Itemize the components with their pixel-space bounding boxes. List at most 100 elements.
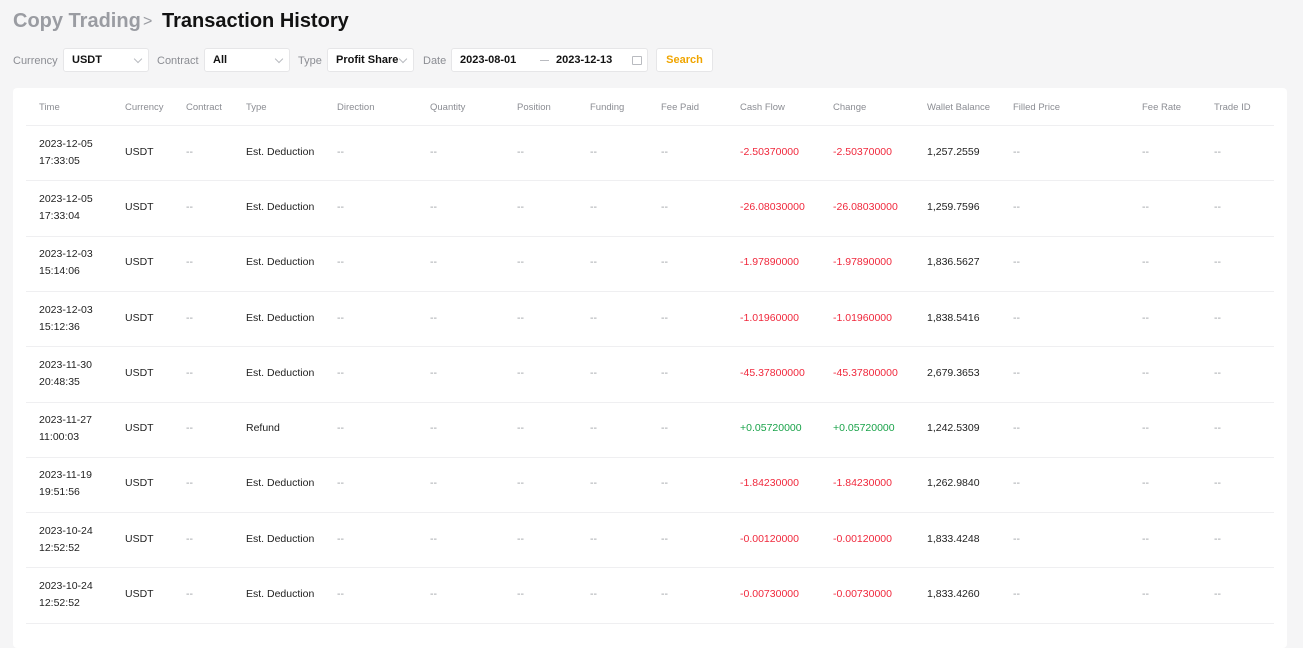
column-header: Contract: [186, 102, 222, 113]
row-divider: [26, 180, 1274, 182]
table-cell: -1.01960000: [833, 311, 892, 324]
table-cell: --: [430, 422, 437, 435]
table-cell: --: [430, 477, 437, 490]
filter-label: Currency: [13, 55, 58, 67]
table-cell: --: [337, 477, 344, 490]
table-cell: +0.05720000: [740, 422, 802, 435]
table-cell: -1.01960000: [740, 311, 799, 324]
table-cell: --: [1214, 477, 1221, 490]
table-cell: USDT: [125, 532, 154, 545]
table-cell: -2.50370000: [833, 145, 892, 158]
time-date: 2023-12-05: [39, 192, 93, 205]
table-cell: --: [186, 477, 193, 490]
filter-select[interactable]: Profit Share: [327, 48, 414, 72]
column-header: Type: [246, 102, 267, 113]
table-cell: 1,833.4260: [927, 588, 980, 601]
table-cell: 1,259.7596: [927, 200, 980, 213]
table-cell: --: [517, 422, 524, 435]
column-header: Currency: [125, 102, 164, 113]
table-cell: 1,257.2559: [927, 145, 980, 158]
table-cell: --: [186, 588, 193, 601]
table-cell: --: [661, 477, 668, 490]
table-cell: -1.84230000: [833, 477, 892, 490]
table-cell: USDT: [125, 256, 154, 269]
table-cell: USDT: [125, 311, 154, 324]
table-cell: --: [430, 588, 437, 601]
table-cell: Est. Deduction: [246, 145, 315, 158]
table-cell: --: [1142, 145, 1149, 158]
table-cell: Est. Deduction: [246, 532, 315, 545]
table-cell: --: [1214, 311, 1221, 324]
table-cell: --: [430, 532, 437, 545]
table-cell: Est. Deduction: [246, 200, 315, 213]
table-cell: 1,242.5309: [927, 422, 980, 435]
table-cell: Refund: [246, 422, 280, 435]
table-cell: Est. Deduction: [246, 256, 315, 269]
table-cell: --: [337, 311, 344, 324]
column-header: Wallet Balance: [927, 102, 991, 113]
table-cell: --: [186, 145, 193, 158]
time-clock: 17:33:05: [39, 154, 80, 167]
table-cell: -0.00120000: [740, 532, 799, 545]
time-clock: 11:00:03: [39, 431, 80, 444]
filter-label: Type: [298, 55, 322, 67]
table-cell: --: [1013, 311, 1020, 324]
row-divider: [26, 290, 1274, 292]
time-date: 2023-12-05: [39, 137, 93, 150]
page-title: Transaction History: [162, 10, 349, 32]
date-range[interactable]: 2023-08-01 2023-12-13: [451, 48, 648, 72]
table-cell: --: [661, 145, 668, 158]
calendar-icon: [632, 56, 642, 65]
table-cell: --: [517, 311, 524, 324]
table-cell: --: [590, 588, 597, 601]
time-date: 2023-10-24: [39, 580, 93, 593]
page: Copy Trading > Transaction History Searc…: [13, 10, 1274, 624]
table-cell: --: [1214, 145, 1221, 158]
table-cell: --: [1214, 588, 1221, 601]
table-cell: --: [430, 311, 437, 324]
table-cell: -0.00730000: [833, 588, 892, 601]
table-cell: --: [337, 256, 344, 269]
table-cell: --: [661, 366, 668, 379]
table-cell: --: [590, 477, 597, 490]
time-date: 2023-12-03: [39, 303, 93, 316]
time-clock: 12:52:52: [39, 597, 80, 610]
row-divider: [26, 401, 1274, 403]
table-cell: --: [337, 422, 344, 435]
table-cell: -1.84230000: [740, 477, 799, 490]
column-header: Position: [517, 102, 551, 113]
table-cell: --: [590, 311, 597, 324]
table-cell: --: [1013, 588, 1020, 601]
filter-select[interactable]: All: [204, 48, 290, 72]
time-date: 2023-10-24: [39, 524, 93, 537]
table-cell: --: [1142, 256, 1149, 269]
table-cell: --: [337, 200, 344, 213]
table-cell: --: [186, 422, 193, 435]
breadcrumb-separator: >: [143, 13, 153, 30]
table-cell: --: [590, 366, 597, 379]
table-cell: --: [1214, 200, 1221, 213]
filter-select[interactable]: USDT: [63, 48, 149, 72]
range-arrow: [540, 60, 549, 61]
table-cell: --: [661, 588, 668, 601]
table-cell: USDT: [125, 200, 154, 213]
breadcrumb[interactable]: Copy Trading: [13, 10, 141, 32]
table-cell: 2,679.3653: [927, 366, 980, 379]
table-cell: 1,833.4248: [927, 532, 980, 545]
table-cell: --: [1214, 422, 1221, 435]
row-divider: [26, 512, 1274, 514]
table-cell: --: [337, 532, 344, 545]
row-divider: [26, 346, 1274, 348]
table-cell: USDT: [125, 477, 154, 490]
table-cell: --: [1013, 366, 1020, 379]
filter-label: Contract: [157, 55, 199, 67]
dropdown-icon: [133, 54, 143, 64]
date-start[interactable]: 2023-08-01: [460, 54, 517, 66]
table-cell: --: [517, 477, 524, 490]
table-cell: --: [1214, 532, 1221, 545]
table-cell: --: [1214, 366, 1221, 379]
dropdown-icon: [398, 54, 408, 64]
search-button[interactable]: Search: [656, 48, 713, 72]
column-header: Fee Rate: [1142, 102, 1182, 113]
date-end[interactable]: 2023-12-13: [556, 54, 613, 66]
